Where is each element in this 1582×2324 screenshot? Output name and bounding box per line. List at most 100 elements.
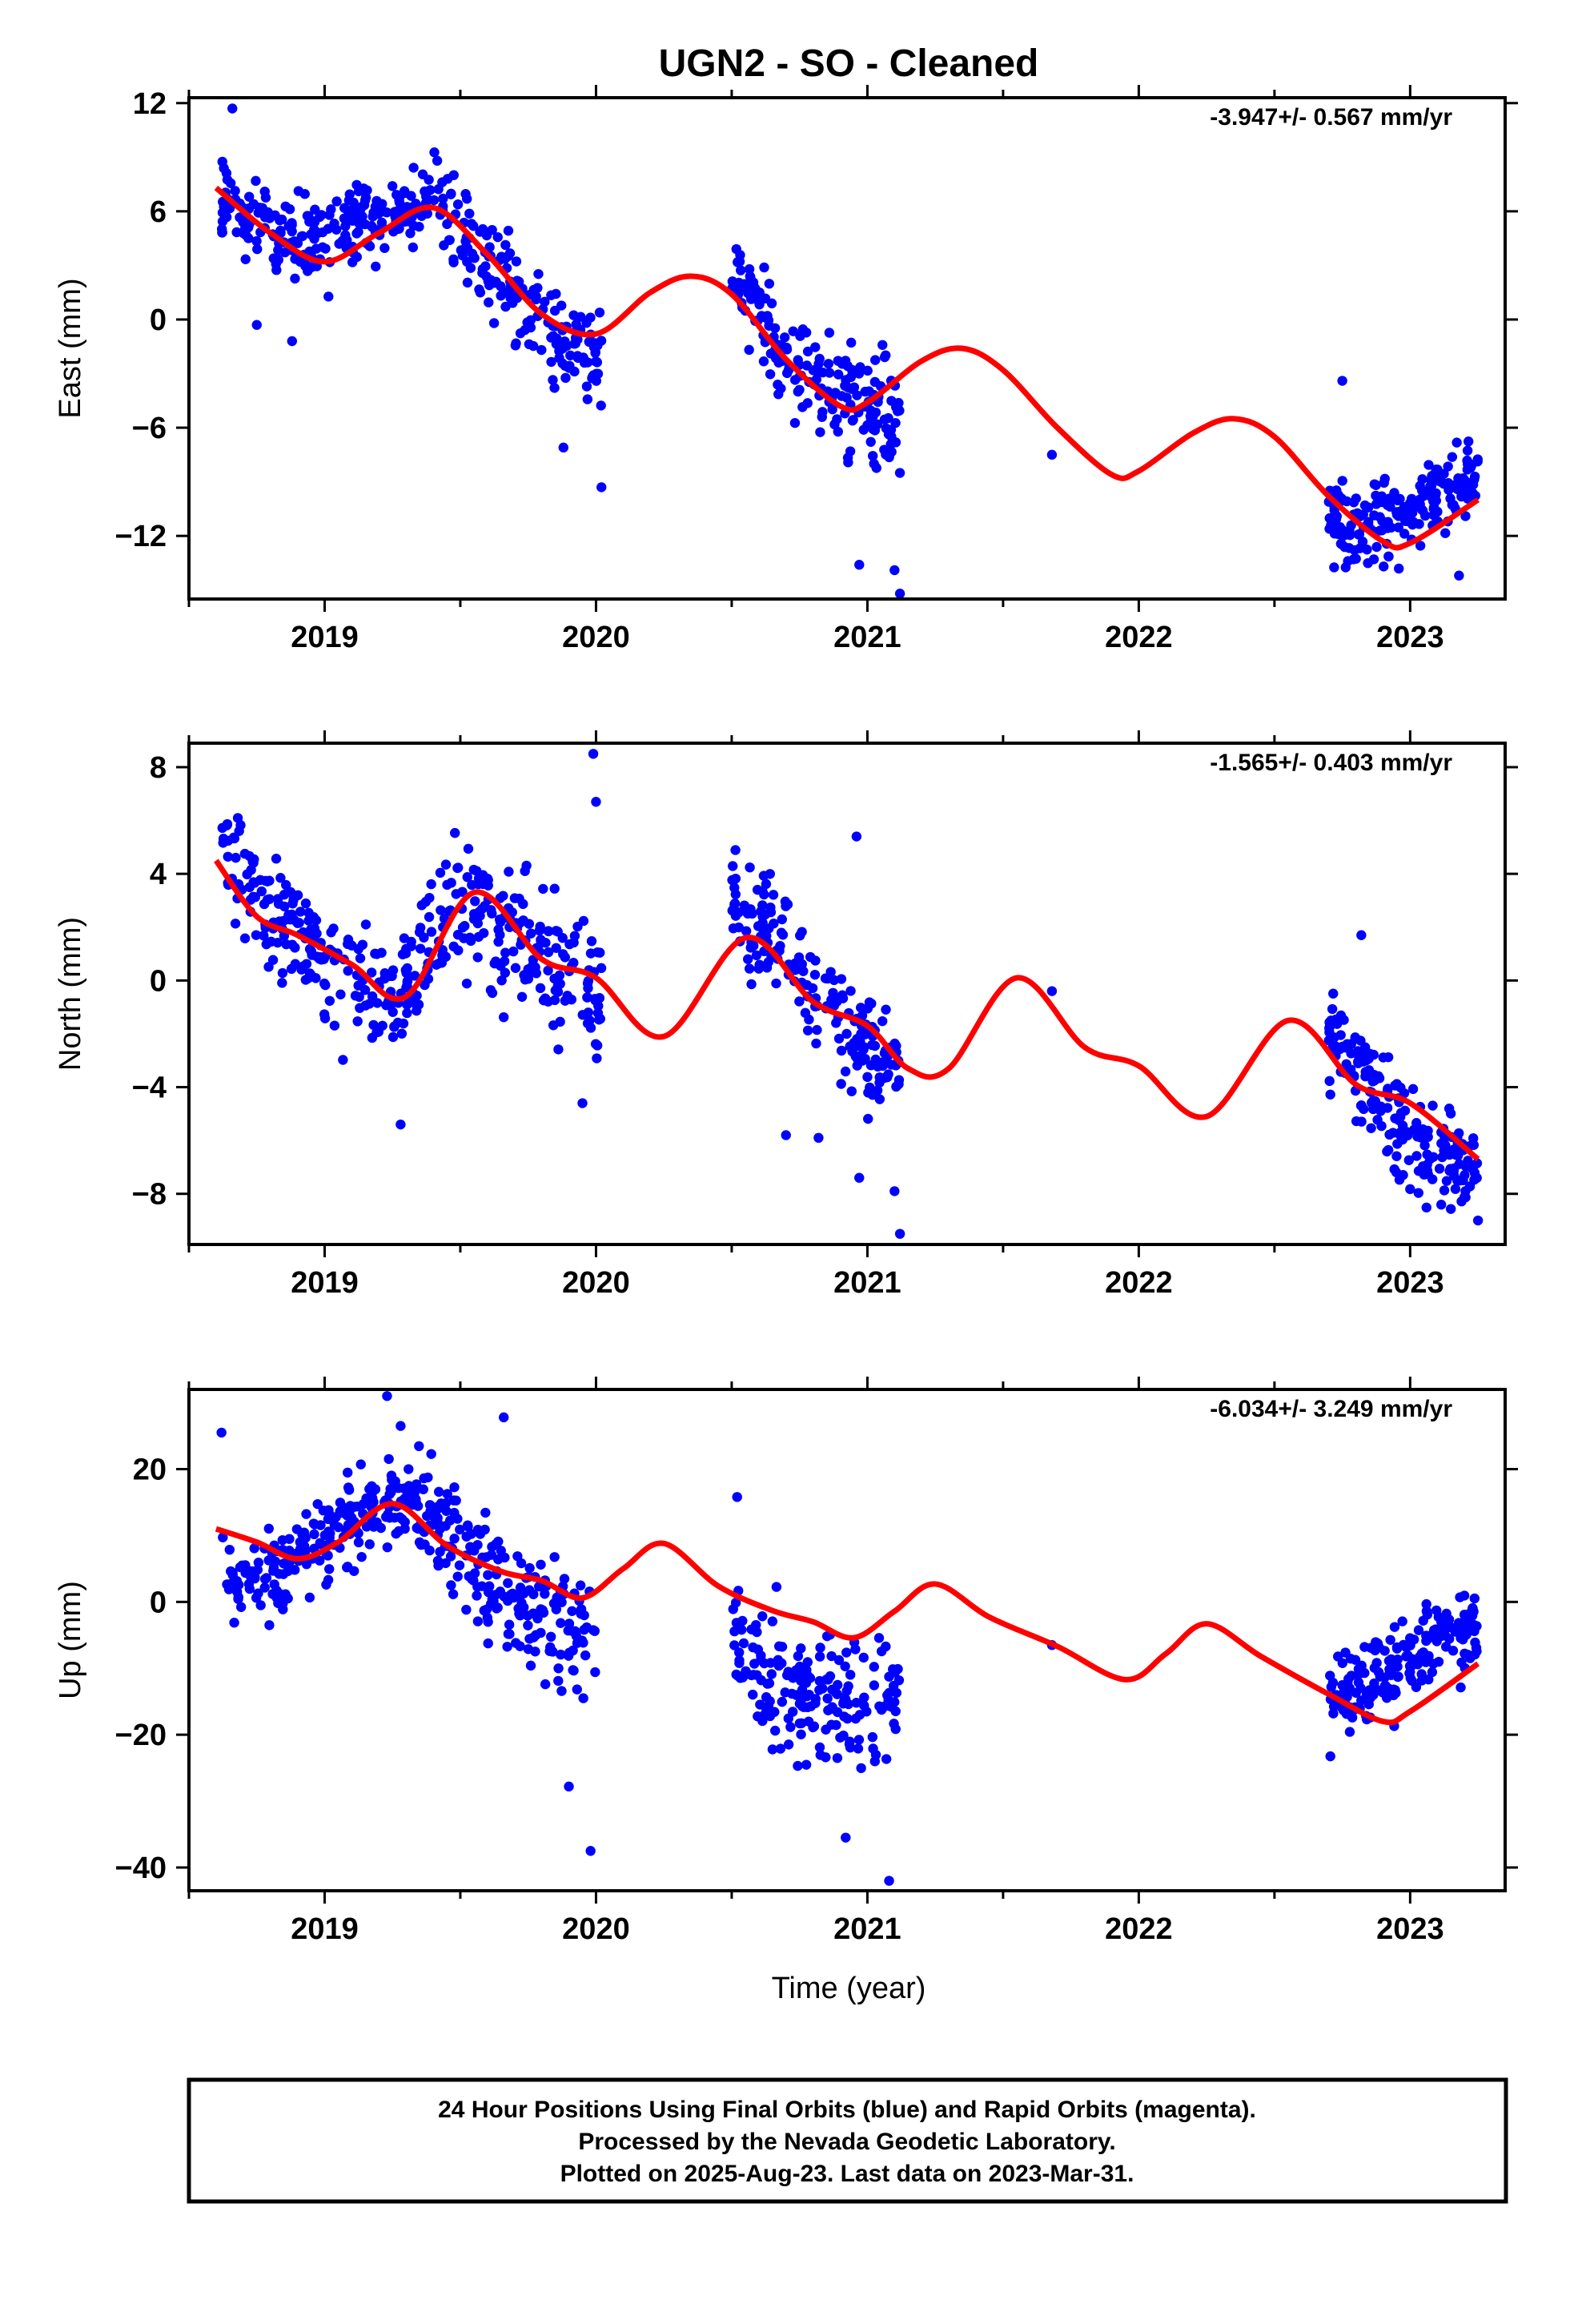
data-point bbox=[1326, 1682, 1337, 1692]
data-point bbox=[763, 957, 773, 967]
data-point bbox=[793, 1651, 804, 1662]
data-point bbox=[846, 384, 857, 394]
data-point bbox=[550, 985, 561, 995]
data-point bbox=[1454, 1159, 1464, 1169]
data-point bbox=[461, 1604, 472, 1615]
data-point bbox=[1419, 1140, 1430, 1151]
data-point bbox=[777, 1696, 788, 1707]
data-point bbox=[1328, 988, 1339, 999]
data-point bbox=[531, 291, 541, 302]
outlier-point bbox=[588, 749, 599, 759]
data-point bbox=[1356, 1660, 1367, 1671]
data-point bbox=[824, 328, 835, 338]
data-point bbox=[324, 1564, 335, 1574]
data-point bbox=[748, 1642, 758, 1653]
data-point bbox=[1441, 1608, 1452, 1619]
data-point bbox=[1469, 1593, 1480, 1604]
data-point bbox=[533, 1581, 544, 1592]
outlier-point bbox=[781, 1130, 791, 1140]
data-point bbox=[1363, 517, 1374, 528]
data-point bbox=[230, 919, 241, 929]
data-point bbox=[226, 1566, 236, 1577]
data-point bbox=[1416, 1675, 1427, 1686]
data-point bbox=[233, 1592, 243, 1602]
data-point bbox=[580, 1650, 591, 1661]
data-point bbox=[525, 1660, 536, 1671]
data-point bbox=[787, 1707, 798, 1717]
data-point bbox=[543, 926, 554, 936]
data-point bbox=[495, 893, 506, 903]
data-point bbox=[863, 1088, 873, 1098]
outlier-point bbox=[287, 336, 298, 347]
data-point bbox=[502, 1642, 512, 1652]
data-point bbox=[1379, 477, 1389, 489]
data-point bbox=[340, 221, 351, 231]
data-point bbox=[223, 851, 233, 862]
data-point bbox=[794, 384, 805, 396]
figure-title: UGN2 - SO - Cleaned bbox=[659, 42, 1039, 85]
north-panel: 2019 2020 2021 2022 2023 −8 −4 0 4 8 North (mm) -1.… bbox=[54, 730, 1518, 1300]
data-point bbox=[851, 1698, 861, 1708]
data-point bbox=[769, 1707, 780, 1717]
data-point bbox=[746, 979, 757, 990]
data-point bbox=[570, 338, 580, 349]
data-point bbox=[464, 1571, 474, 1582]
data-point bbox=[277, 967, 288, 979]
y-tick-label: −6 bbox=[132, 412, 167, 445]
data-point bbox=[729, 1640, 740, 1651]
data-point bbox=[1389, 1164, 1399, 1175]
data-point bbox=[357, 939, 368, 950]
data-point bbox=[438, 193, 448, 204]
data-point bbox=[512, 1551, 523, 1562]
data-point bbox=[856, 1763, 866, 1774]
data-point bbox=[556, 1649, 566, 1660]
data-point bbox=[797, 1684, 808, 1695]
outlier-point bbox=[884, 1876, 894, 1886]
data-point bbox=[329, 219, 339, 229]
data-point bbox=[1468, 488, 1478, 498]
model-fit-line bbox=[215, 1501, 1480, 1726]
data-point bbox=[451, 1495, 461, 1506]
data-point bbox=[1472, 456, 1483, 467]
data-point bbox=[592, 340, 603, 351]
data-point bbox=[844, 1739, 855, 1750]
data-point bbox=[584, 336, 594, 348]
data-point bbox=[728, 923, 739, 934]
data-point bbox=[1407, 1084, 1419, 1095]
data-point bbox=[319, 1013, 331, 1023]
data-point bbox=[277, 1534, 288, 1546]
data-point bbox=[1341, 496, 1352, 507]
data-point bbox=[323, 1550, 333, 1561]
data-point bbox=[881, 1004, 891, 1015]
data-point bbox=[309, 1529, 319, 1540]
data-point bbox=[274, 1588, 284, 1598]
data-point bbox=[809, 969, 821, 980]
data-point bbox=[389, 1512, 400, 1523]
data-point bbox=[771, 1582, 782, 1592]
x-tick-label: 2022 bbox=[1105, 1266, 1173, 1300]
data-point bbox=[500, 239, 511, 251]
data-point bbox=[406, 941, 416, 951]
plot-area bbox=[214, 749, 1484, 1239]
y-axis-label: Up (mm) bbox=[54, 1581, 87, 1699]
data-point bbox=[307, 215, 319, 227]
data-point bbox=[524, 339, 535, 350]
data-point bbox=[1448, 500, 1459, 510]
outlier-point bbox=[854, 1172, 865, 1183]
data-point bbox=[221, 820, 232, 830]
data-point bbox=[472, 1539, 483, 1550]
data-point bbox=[804, 1689, 814, 1700]
data-point bbox=[275, 873, 286, 883]
data-point bbox=[511, 338, 521, 348]
data-point bbox=[877, 1015, 888, 1027]
data-point bbox=[870, 355, 881, 365]
footer-box bbox=[187, 2077, 1508, 2204]
data-point bbox=[545, 1631, 556, 1642]
velocity-label: -1.565+/- 0.403 mm/yr bbox=[1210, 750, 1452, 776]
data-point bbox=[553, 1675, 564, 1687]
data-point bbox=[862, 1072, 873, 1083]
plot-frame bbox=[187, 1388, 1507, 1892]
data-point bbox=[400, 965, 412, 975]
data-point bbox=[511, 1638, 521, 1648]
